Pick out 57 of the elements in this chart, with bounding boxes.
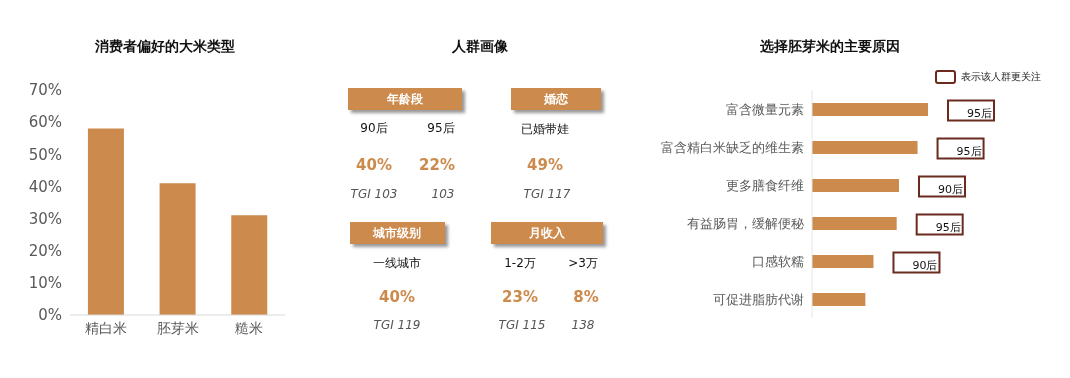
text: 1-2万 (503, 255, 537, 272)
text: 95后 (426, 120, 456, 137)
banner: 年龄段 (348, 88, 462, 110)
text: 95后 (967, 106, 992, 120)
x-tick-label: 糙米 (235, 319, 264, 336)
y-tick-label: 0% (38, 306, 62, 325)
text: 90后 (359, 120, 389, 137)
text: TGI 119 (372, 318, 422, 332)
bar (159, 183, 196, 315)
bar (812, 217, 897, 230)
text: 8% (572, 288, 600, 306)
text: 一线城市 (372, 255, 422, 272)
bar (812, 293, 866, 306)
text: 40% (378, 288, 416, 306)
y-tick-label: 富含微量元素 (726, 101, 804, 117)
text: 40% (356, 156, 392, 174)
x-tick-label: 胚芽米 (156, 319, 199, 336)
text: >3万 (568, 256, 598, 270)
text: 已婚带娃 (520, 121, 570, 138)
text: 23% (501, 288, 539, 306)
text: 人群画像 (451, 38, 509, 56)
text: 49% (526, 156, 564, 174)
bar (812, 255, 874, 268)
y-tick-label: 有益肠胃，缓解便秘 (687, 215, 804, 231)
y-tick-label: 10% (28, 274, 62, 293)
annotation: 90后 (912, 258, 938, 272)
text: 95后 (956, 144, 982, 158)
y-tick-label: 可促进脂肪代谢 (713, 291, 804, 307)
text: 95后 (935, 220, 961, 234)
text: 表示该人群更关注 (961, 70, 1041, 84)
text: 103 (431, 187, 455, 201)
bar (231, 215, 268, 315)
y-tick-label: 70% (28, 81, 62, 100)
text: 22% (419, 156, 455, 174)
text: TGI 115 (497, 318, 547, 332)
bar (812, 141, 918, 154)
text: TGI 117 (522, 187, 572, 201)
y-tick-label: 40% (28, 177, 62, 196)
y-tick-label: 60% (28, 113, 62, 132)
banner: 城市级别 (349, 222, 445, 244)
y-tick-label: 50% (28, 145, 62, 164)
y-tick-label: 口感软糯 (752, 253, 804, 269)
chart-title: 消费者偏好的大米类型 (94, 38, 236, 56)
banner: 月收入 (491, 222, 603, 244)
text: 90后 (938, 182, 963, 196)
banner: 婚恋 (511, 88, 601, 110)
bar (812, 179, 899, 192)
text: 138 (571, 318, 595, 332)
y-tick-label: 30% (28, 209, 62, 228)
bar (87, 128, 124, 315)
y-tick-label: 更多膳食纤维 (726, 177, 804, 193)
y-tick-label: 富含精白米缺乏的维生素 (661, 139, 804, 155)
chart-title: 选择胚芽米的主要原因 (759, 38, 901, 56)
text: TGI 103 (349, 187, 399, 201)
y-tick-label: 20% (28, 242, 62, 261)
x-tick-label: 精白米 (84, 319, 127, 336)
bar (812, 103, 928, 116)
